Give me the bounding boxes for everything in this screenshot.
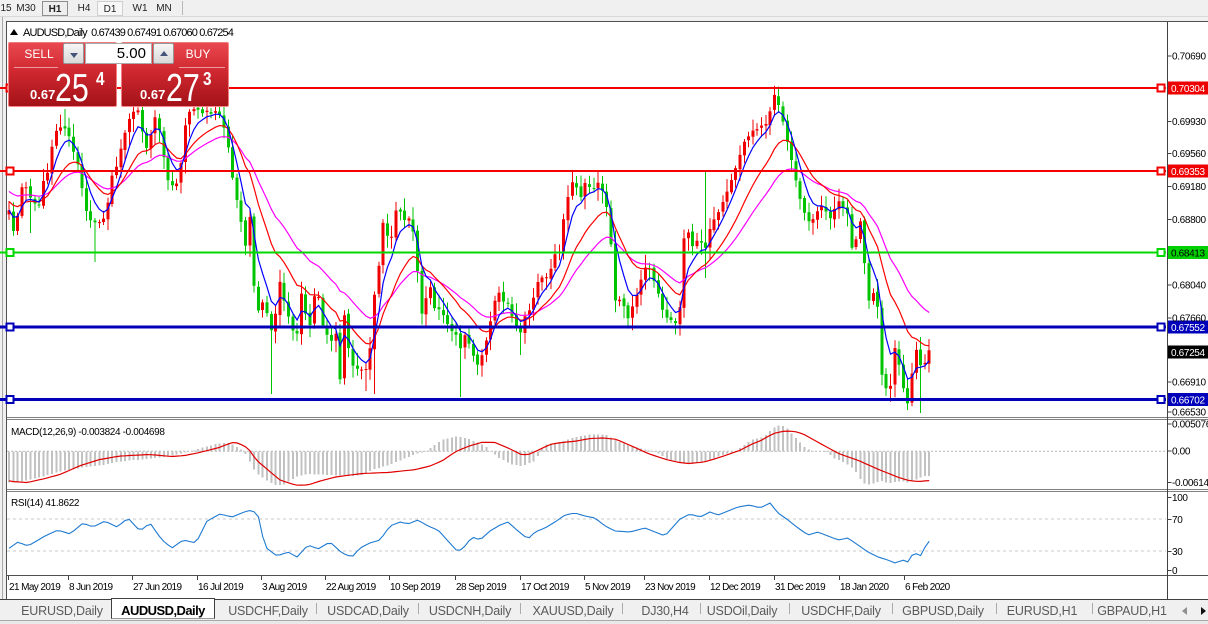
svg-text:0.69930: 0.69930 [1172, 117, 1206, 128]
svg-text:28 Sep 2019: 28 Sep 2019 [456, 582, 507, 593]
svg-text:0.66910: 0.66910 [1172, 378, 1206, 389]
svg-text:18 Jan 2020: 18 Jan 2020 [840, 582, 889, 593]
svg-text:5 Nov 2019: 5 Nov 2019 [585, 582, 631, 593]
svg-text:30: 30 [1172, 547, 1183, 558]
svg-text:0.68040: 0.68040 [1172, 281, 1206, 292]
svg-text:8 Jun 2019: 8 Jun 2019 [69, 582, 114, 593]
svg-text:RSI(14) 41.8622: RSI(14) 41.8622 [11, 498, 80, 509]
svg-text:0.005076: 0.005076 [1172, 419, 1208, 430]
svg-text:-0.00614: -0.00614 [1172, 478, 1208, 489]
svg-text:31 Dec 2019: 31 Dec 2019 [775, 582, 826, 593]
svg-text:0.00: 0.00 [1172, 447, 1191, 458]
svg-text:16 Jul 2019: 16 Jul 2019 [198, 582, 244, 593]
svg-text:0.68413: 0.68413 [1171, 249, 1205, 260]
svg-text:21 May 2019: 21 May 2019 [9, 582, 61, 593]
svg-text:100: 100 [1172, 493, 1188, 504]
svg-text:0.70690: 0.70690 [1172, 51, 1206, 62]
svg-text:70: 70 [1172, 515, 1183, 526]
svg-text:27 Jun 2019: 27 Jun 2019 [133, 582, 182, 593]
svg-text:3 Aug 2019: 3 Aug 2019 [262, 582, 308, 593]
svg-text:0.66702: 0.66702 [1171, 396, 1205, 407]
svg-text:0.67552: 0.67552 [1171, 323, 1205, 334]
svg-text:0.69560: 0.69560 [1172, 149, 1206, 160]
svg-text:0.67254: 0.67254 [1171, 348, 1205, 359]
svg-text:10 Sep 2019: 10 Sep 2019 [390, 582, 441, 593]
svg-text:0.66530: 0.66530 [1172, 408, 1206, 419]
svg-text:17 Oct 2019: 17 Oct 2019 [521, 582, 570, 593]
svg-text:0.69180: 0.69180 [1172, 182, 1206, 193]
svg-text:0.69353: 0.69353 [1171, 167, 1205, 178]
svg-text:23 Nov 2019: 23 Nov 2019 [645, 582, 696, 593]
svg-text:22 Aug 2019: 22 Aug 2019 [326, 582, 377, 593]
svg-text:0.67660: 0.67660 [1172, 313, 1206, 324]
svg-text:6 Feb 2020: 6 Feb 2020 [905, 582, 951, 593]
svg-text:0.68800: 0.68800 [1172, 215, 1206, 226]
svg-text:MACD(12,26,9) -0.003824 -0.004: MACD(12,26,9) -0.003824 -0.004698 [11, 427, 165, 438]
svg-text:0.70304: 0.70304 [1171, 84, 1205, 95]
svg-text:12 Dec 2019: 12 Dec 2019 [710, 582, 761, 593]
svg-text:0: 0 [1172, 566, 1178, 577]
